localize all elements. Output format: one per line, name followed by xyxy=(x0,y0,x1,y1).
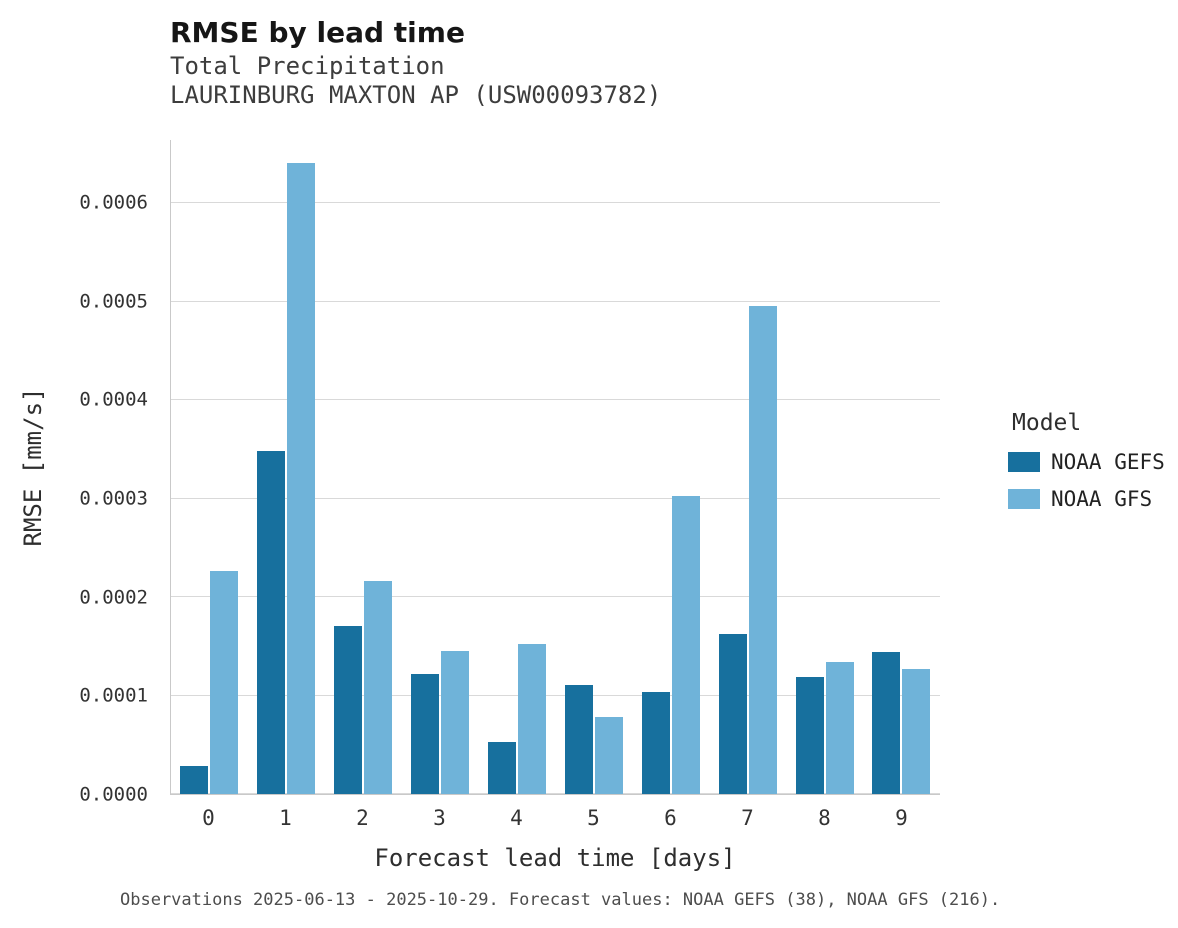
y-tick-label: 0.0002 xyxy=(79,586,148,609)
plot-area xyxy=(170,140,940,795)
footnote: Observations 2025-06-13 - 2025-10-29. Fo… xyxy=(120,890,1001,910)
bar-group xyxy=(334,140,393,794)
bar-group xyxy=(257,140,316,794)
bar-noaa-gfs xyxy=(594,717,623,794)
y-tick-label: 0.0005 xyxy=(79,290,148,313)
bar-noaa-gefs xyxy=(718,634,747,794)
bar-noaa-gefs xyxy=(488,741,516,794)
bar-noaa-gfs xyxy=(441,651,470,794)
bar-noaa-gefs xyxy=(641,691,670,794)
y-tick-label: 0.0000 xyxy=(79,783,148,806)
y-tick-labels: 0.0000 0.0001 0.0002 0.0003 0.0004 0.0005 0.00… xyxy=(0,140,160,804)
bar-noaa-gfs xyxy=(748,306,777,794)
y-tick-label: 0.0003 xyxy=(79,487,148,510)
y-tick-label: 0.0004 xyxy=(79,388,148,411)
x-tick-label: 3 xyxy=(433,806,446,830)
x-tick-label: 2 xyxy=(356,806,369,830)
legend-swatch-noaa-gefs xyxy=(1008,452,1040,472)
x-tick-label: 9 xyxy=(895,806,908,830)
gridline xyxy=(171,399,940,401)
x-tick-label: 6 xyxy=(664,806,677,830)
gridline xyxy=(171,202,940,204)
bar-noaa-gfs xyxy=(825,662,854,794)
bar-noaa-gefs xyxy=(334,625,363,794)
bar-group xyxy=(718,140,777,794)
gridline xyxy=(171,596,940,598)
x-tick-label: 0 xyxy=(202,806,215,830)
legend-title: Model xyxy=(1012,410,1082,436)
x-tick-label: 1 xyxy=(279,806,292,830)
bar-group xyxy=(411,140,470,794)
chart-title: RMSE by lead time xyxy=(170,16,465,49)
gridline xyxy=(171,694,940,696)
bar-noaa-gefs xyxy=(180,766,209,794)
legend-entry-noaa-gfs: NOAA GFS xyxy=(1008,487,1165,511)
chart-subtitle-station: LAURINBURG MAXTON AP (USW00093782) xyxy=(170,81,662,109)
bar-noaa-gfs xyxy=(364,581,393,794)
gridline xyxy=(171,497,940,499)
bar-noaa-gefs xyxy=(872,652,901,794)
legend-entry-noaa-gefs: NOAA GEFS xyxy=(1008,450,1165,474)
bar-series-container xyxy=(171,140,940,794)
bar-group xyxy=(488,140,546,794)
bar-noaa-gfs xyxy=(671,495,700,794)
bar-group xyxy=(795,140,854,794)
chart-subtitle-variable: Total Precipitation xyxy=(170,52,445,80)
legend-label-noaa-gfs: NOAA GFS xyxy=(1051,487,1153,511)
bar-noaa-gfs xyxy=(902,668,931,794)
bar-noaa-gefs xyxy=(411,673,440,794)
bar-noaa-gfs xyxy=(287,162,316,794)
bar-noaa-gfs xyxy=(210,571,239,794)
x-tick-label: 8 xyxy=(818,806,831,830)
bar-noaa-gefs xyxy=(564,684,593,794)
gridline xyxy=(171,300,940,302)
bar-group xyxy=(641,140,700,794)
legend-label-noaa-gefs: NOAA GEFS xyxy=(1051,450,1165,474)
bar-group xyxy=(872,140,931,794)
y-tick-label: 0.0001 xyxy=(79,684,148,707)
x-tick-label: 5 xyxy=(587,806,600,830)
x-tick-label: 7 xyxy=(741,806,754,830)
gridline xyxy=(171,793,940,794)
x-axis-label: Forecast lead time [days] xyxy=(374,844,736,872)
bar-group xyxy=(180,140,239,794)
x-tick-labels: 0 1 2 3 4 5 6 7 8 9 xyxy=(170,806,940,830)
legend: Model NOAA GEFS NOAA GFS xyxy=(1008,410,1165,524)
x-tick-label: 4 xyxy=(510,806,523,830)
gridlines xyxy=(171,140,940,794)
y-tick-label: 0.0006 xyxy=(79,191,148,214)
legend-swatch-noaa-gfs xyxy=(1008,489,1040,509)
bar-group xyxy=(564,140,623,794)
bar-noaa-gefs xyxy=(257,451,286,794)
bar-noaa-gfs xyxy=(518,644,546,794)
bar-noaa-gefs xyxy=(795,676,824,794)
